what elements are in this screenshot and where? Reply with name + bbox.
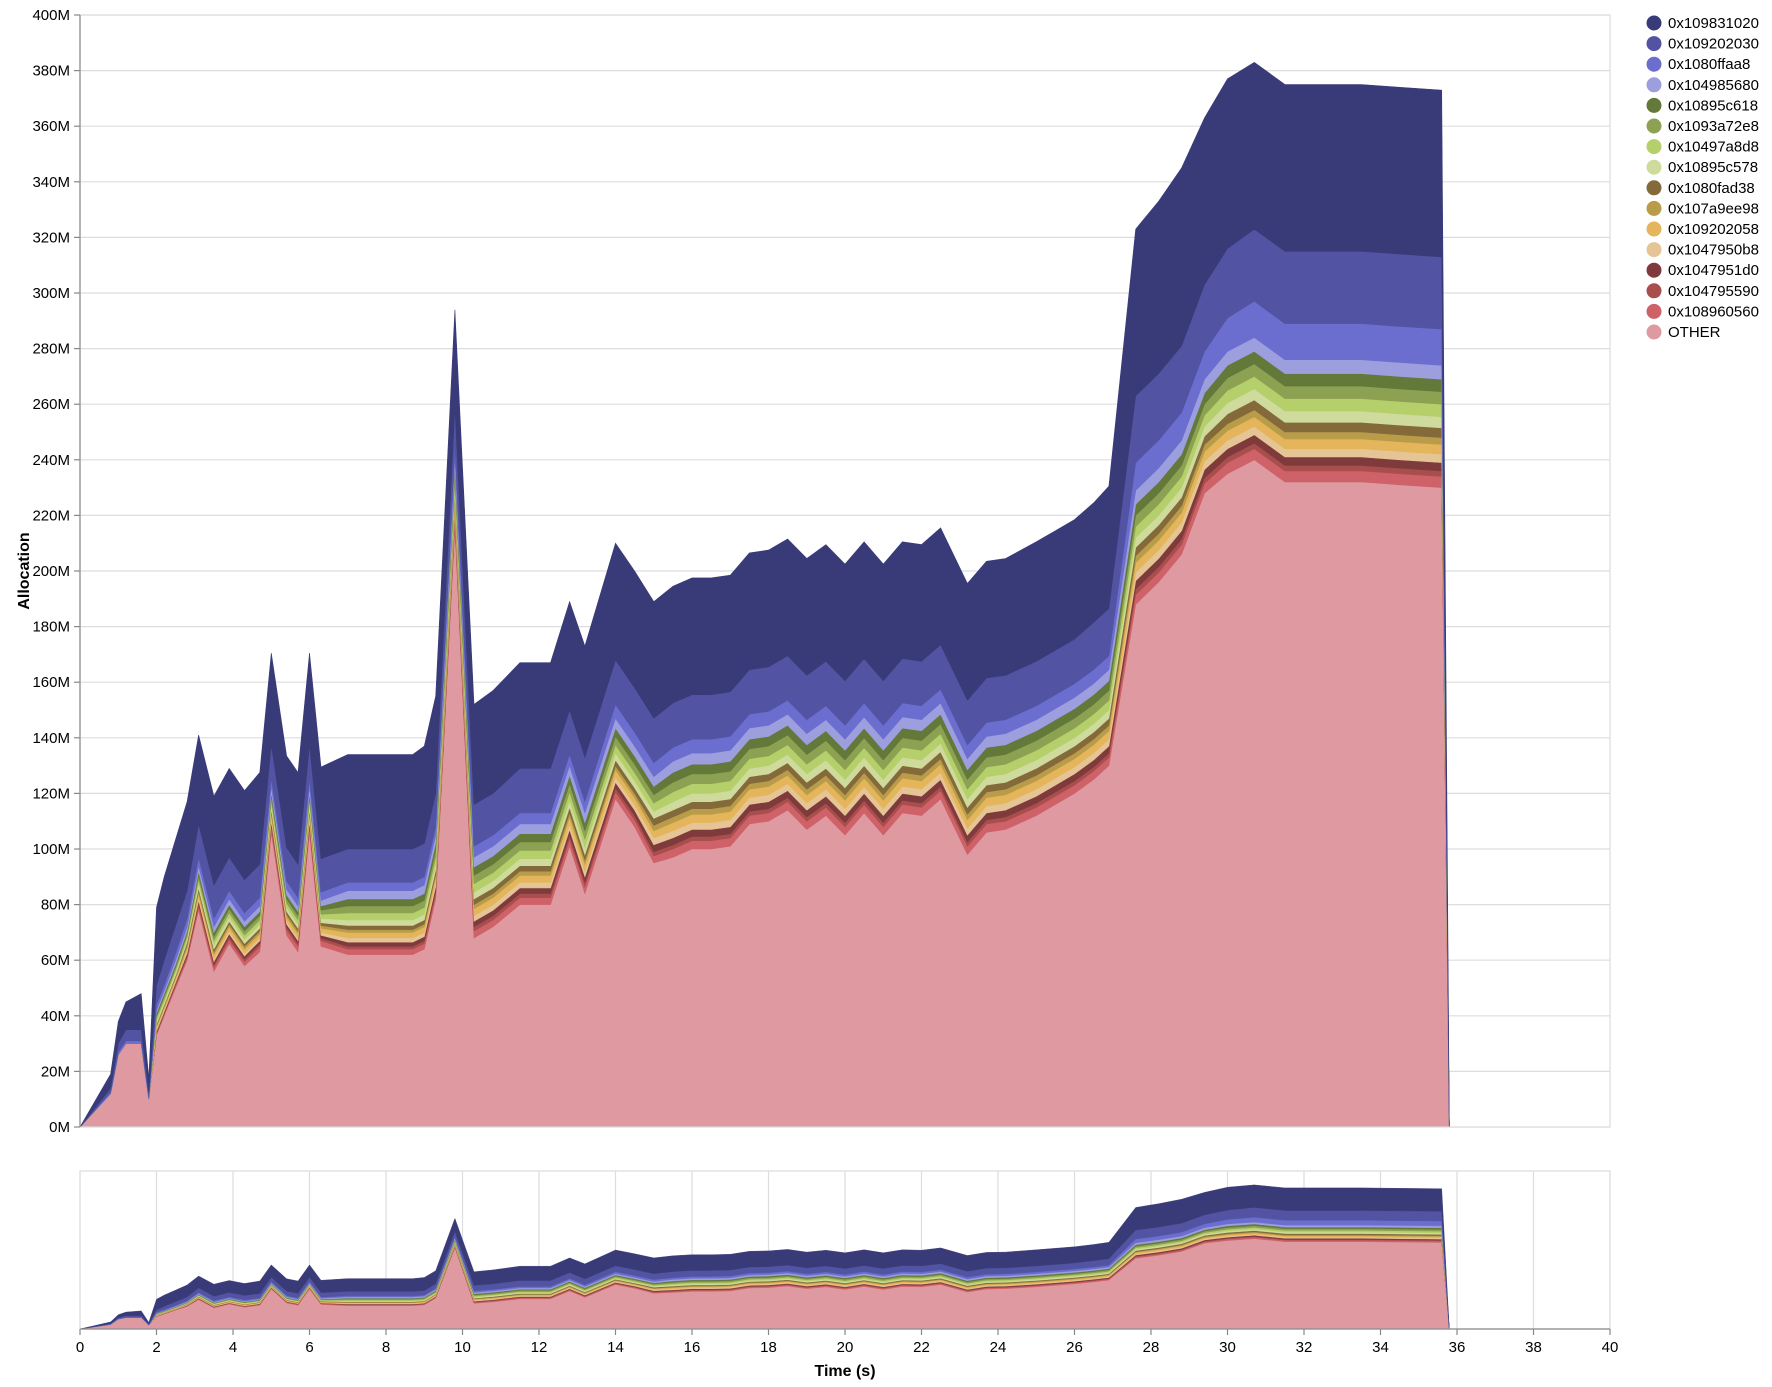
y-tick-label: 340M xyxy=(32,174,70,191)
overview-brush-areas[interactable] xyxy=(79,1184,1450,1330)
y-tick-label: 300M xyxy=(32,285,70,302)
main-plot-areas xyxy=(79,61,1450,1128)
legend-swatch xyxy=(1646,303,1662,319)
x-tick-label: 22 xyxy=(913,1339,930,1356)
y-tick-label: 20M xyxy=(41,1063,70,1080)
x-tick-label: 38 xyxy=(1525,1339,1542,1356)
y-tick-label: 400M xyxy=(32,7,70,24)
legend-label: 0x10895c578 xyxy=(1668,159,1758,176)
x-tick-label: 36 xyxy=(1449,1339,1466,1356)
legend-label: 0x1093a72e8 xyxy=(1668,118,1759,135)
legend-swatch xyxy=(1646,221,1662,237)
y-tick-label: 120M xyxy=(32,785,70,802)
y-tick-label: 160M xyxy=(32,674,70,691)
legend-label: 0x104985680 xyxy=(1668,77,1759,94)
y-tick-label: 260M xyxy=(32,396,70,413)
legend-label: 0x109202058 xyxy=(1668,221,1759,238)
x-tick-label: 28 xyxy=(1143,1339,1160,1356)
legend-swatch xyxy=(1646,324,1662,340)
legend-item-0x104985680[interactable]: 0x104985680 xyxy=(1646,77,1759,94)
legend-item-0x109202030[interactable]: 0x109202030 xyxy=(1646,36,1759,53)
legend-item-other[interactable]: OTHER xyxy=(1646,324,1721,341)
legend-item-0x108960560[interactable]: 0x108960560 xyxy=(1646,303,1759,320)
legend-swatch xyxy=(1646,180,1662,196)
legend-swatch xyxy=(1646,262,1662,278)
x-tick-label: 12 xyxy=(531,1339,548,1356)
y-axis-title: Allocation xyxy=(16,532,33,609)
x-tick-label: 6 xyxy=(305,1339,313,1356)
x-tick-label: 26 xyxy=(1066,1339,1083,1356)
legend-swatch xyxy=(1646,139,1662,155)
x-tick-label: 2 xyxy=(152,1339,160,1356)
x-tick-label: 14 xyxy=(607,1339,624,1356)
legend-label: 0x10895c618 xyxy=(1668,97,1758,114)
x-tick-label: 8 xyxy=(382,1339,390,1356)
y-tick-label: 100M xyxy=(32,841,70,858)
legend-swatch xyxy=(1646,242,1662,258)
legend-swatch xyxy=(1646,97,1662,113)
legend-label: 0x107a9ee98 xyxy=(1668,200,1759,217)
legend-label: 0x1080fad38 xyxy=(1668,180,1755,197)
x-tick-label: 30 xyxy=(1219,1339,1236,1356)
legend: 0x109831020 0x109202030 0x1080ffaa8 0x10498… xyxy=(1646,15,1759,341)
legend-label: 0x1080ffaa8 xyxy=(1668,56,1750,73)
y-tick-label: 180M xyxy=(32,619,70,636)
x-tick-label: 16 xyxy=(684,1339,701,1356)
x-tick-label: 0 xyxy=(76,1339,84,1356)
legend-label: 0x10497a8d8 xyxy=(1668,139,1759,156)
y-tick-label: 60M xyxy=(41,952,70,969)
legend-item-0x107a9ee98[interactable]: 0x107a9ee98 xyxy=(1646,200,1759,217)
legend-item-0x10895c578[interactable]: 0x10895c578 xyxy=(1646,159,1759,176)
legend-swatch xyxy=(1646,159,1662,175)
legend-swatch xyxy=(1646,36,1662,52)
y-tick-label: 40M xyxy=(41,1008,70,1025)
legend-label: OTHER xyxy=(1668,324,1721,341)
y-tick-label: 80M xyxy=(41,897,70,914)
x-tick-label: 20 xyxy=(837,1339,854,1356)
x-tick-label: 32 xyxy=(1296,1339,1313,1356)
legend-item-0x1047951d0[interactable]: 0x1047951d0 xyxy=(1646,262,1759,279)
y-tick-label: 380M xyxy=(32,63,70,80)
y-tick-label: 320M xyxy=(32,229,70,246)
legend-item-0x10497a8d8[interactable]: 0x10497a8d8 xyxy=(1646,139,1759,156)
y-tick-label: 360M xyxy=(32,118,70,135)
legend-swatch xyxy=(1646,200,1662,216)
y-tick-label: 220M xyxy=(32,507,70,524)
x-axis: 0 2 4 6 8 10 12 14 16 18 20 22 24 26 28 30 32 34 36 38 40 xyxy=(76,1328,1619,1356)
legend-label: 0x108960560 xyxy=(1668,303,1759,320)
x-tick-label: 4 xyxy=(229,1339,237,1356)
legend-item-0x1047950b8[interactable]: 0x1047950b8 xyxy=(1646,242,1759,259)
legend-swatch xyxy=(1646,283,1662,299)
y-tick-label: 280M xyxy=(32,341,70,358)
y-tick-label: 140M xyxy=(32,730,70,747)
legend-swatch xyxy=(1646,15,1662,31)
legend-item-0x1080ffaa8[interactable]: 0x1080ffaa8 xyxy=(1646,56,1751,73)
x-tick-label: 34 xyxy=(1372,1339,1389,1356)
legend-item-0x10895c618[interactable]: 0x10895c618 xyxy=(1646,97,1759,114)
legend-item-0x1080fad38[interactable]: 0x1080fad38 xyxy=(1646,180,1755,197)
legend-item-0x109202058[interactable]: 0x109202058 xyxy=(1646,221,1759,238)
legend-item-0x104795590[interactable]: 0x104795590 xyxy=(1646,283,1759,300)
x-tick-label: 18 xyxy=(760,1339,777,1356)
legend-item-0x1093a72e8[interactable]: 0x1093a72e8 xyxy=(1646,118,1759,135)
legend-label: 0x109202030 xyxy=(1668,36,1759,53)
y-tick-label: 240M xyxy=(32,452,70,469)
legend-swatch xyxy=(1646,56,1662,72)
legend-swatch xyxy=(1646,77,1662,93)
legend-item-0x109831020[interactable]: 0x109831020 xyxy=(1646,15,1759,32)
y-axis: 0M 20M 40M 60M 80M 100M 120M 140M 160M 180M 200M 22… xyxy=(32,7,81,1136)
y-tick-label: 200M xyxy=(32,563,70,580)
x-axis-title: Time (s) xyxy=(814,1363,875,1380)
legend-label: 0x104795590 xyxy=(1668,283,1759,300)
x-tick-label: 24 xyxy=(990,1339,1007,1356)
legend-label: 0x1047951d0 xyxy=(1668,262,1759,279)
legend-swatch xyxy=(1646,118,1662,134)
y-tick-label: 0M xyxy=(49,1119,70,1136)
x-tick-label: 10 xyxy=(454,1339,471,1356)
legend-label: 0x109831020 xyxy=(1668,15,1759,32)
x-tick-label: 40 xyxy=(1602,1339,1619,1356)
legend-label: 0x1047950b8 xyxy=(1668,242,1759,259)
